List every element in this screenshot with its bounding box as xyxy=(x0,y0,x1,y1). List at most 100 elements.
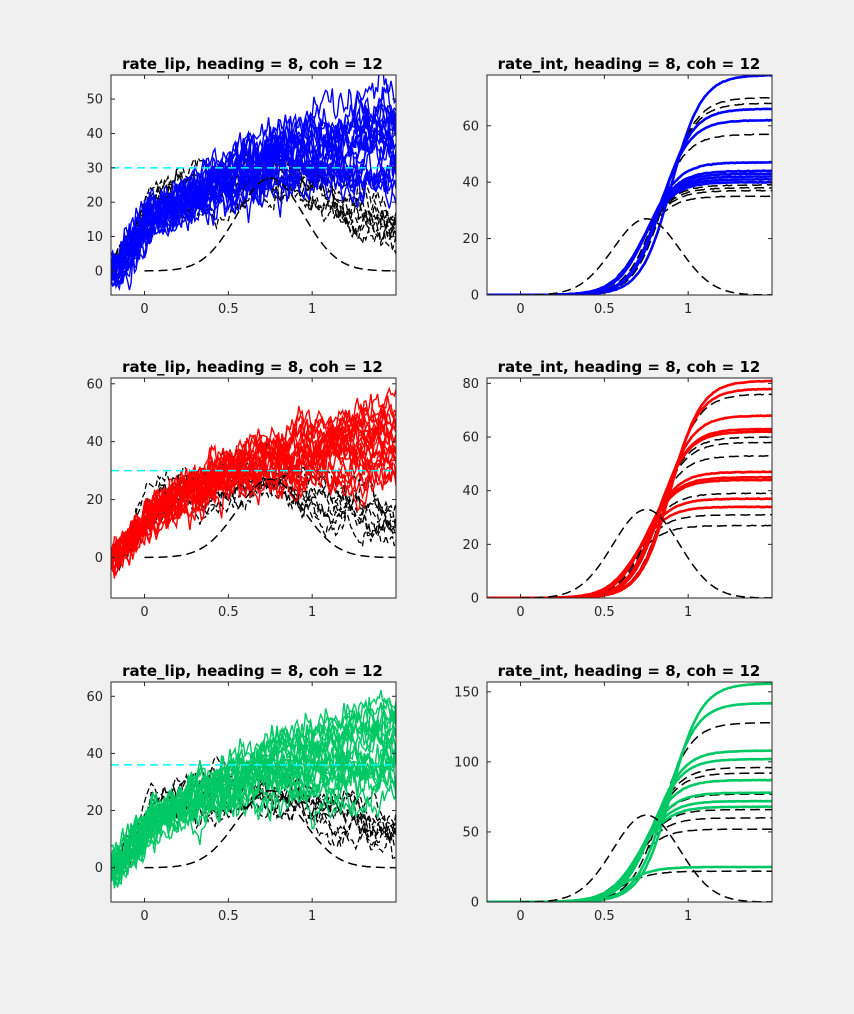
y-tick-label: 0 xyxy=(471,896,479,911)
colored-trace xyxy=(111,406,396,566)
axes-frame xyxy=(486,74,773,296)
x-tick-label: 0.5 xyxy=(218,605,239,620)
y-tick-label: 20 xyxy=(462,538,479,553)
mean-curve xyxy=(144,177,396,272)
y-tick-label: 40 xyxy=(86,747,103,762)
colored-trace xyxy=(111,386,396,561)
axes-frame xyxy=(110,681,397,903)
black-trace xyxy=(111,777,396,874)
x-tick-label: 0.5 xyxy=(594,302,615,317)
x-tick-label: 0 xyxy=(516,302,524,317)
panel-title: rate_lip, heading = 8, coh = 12 xyxy=(122,358,383,376)
y-tick-label: 20 xyxy=(86,804,103,819)
black-trace xyxy=(487,721,772,902)
y-tick-label: 0 xyxy=(95,861,103,876)
panel-rate-int-middle: rate_int, heading = 8, coh = 12 0 0.5 1 0 20… xyxy=(462,358,773,620)
y-tick-label: 40 xyxy=(462,176,479,191)
panel-title: rate_int, heading = 8, coh = 12 xyxy=(498,55,761,73)
panel-rate-lip-bottom: rate_lip, heading = 8, coh = 12 0 0.5 1 0 20… xyxy=(86,662,397,924)
y-tick-label: 80 xyxy=(462,377,479,392)
x-tick-label: 0 xyxy=(516,605,524,620)
mean-curve xyxy=(520,508,772,598)
y-tick-label: 100 xyxy=(454,755,479,770)
x-tick-label: 1 xyxy=(684,605,692,620)
panel-title: rate_lip, heading = 8, coh = 12 xyxy=(122,55,383,73)
y-tick-label: 60 xyxy=(462,431,479,446)
plot-area xyxy=(111,386,396,579)
x-tick-label: 1 xyxy=(308,909,316,924)
colored-trace xyxy=(487,414,772,598)
panel-rate-lip-middle: rate_lip, heading = 8, coh = 12 0 0.5 1 0 20… xyxy=(86,358,397,620)
y-tick-label: 50 xyxy=(86,93,103,108)
colored-trace xyxy=(111,696,396,862)
axes-frame xyxy=(110,74,397,296)
colored-trace xyxy=(487,75,772,295)
axes-frame xyxy=(486,377,773,599)
y-tick-label: 20 xyxy=(86,196,103,211)
colored-trace xyxy=(111,738,396,874)
x-tick-label: 0.5 xyxy=(594,605,615,620)
y-tick-label: 60 xyxy=(86,377,103,392)
y-tick-label: 40 xyxy=(86,435,103,450)
y-tick-label: 0 xyxy=(471,592,479,607)
x-tick-label: 1 xyxy=(308,605,316,620)
colored-trace xyxy=(487,701,772,902)
colored-trace xyxy=(487,107,772,295)
axes-background xyxy=(487,378,772,598)
panel-rate-int-bottom: rate_int, heading = 8, coh = 12 0 0.5 1 0 50… xyxy=(454,662,773,924)
colored-trace xyxy=(111,753,396,879)
x-tick-label: 0 xyxy=(140,605,148,620)
y-tick-label: 40 xyxy=(86,127,103,142)
colored-trace xyxy=(111,101,396,272)
colored-trace xyxy=(487,118,772,295)
plot-area xyxy=(111,689,396,889)
colored-trace xyxy=(111,105,396,284)
y-tick-label: 0 xyxy=(95,551,103,566)
black-trace xyxy=(487,393,772,598)
y-tick-label: 0 xyxy=(471,289,479,304)
y-tick-label: 30 xyxy=(86,161,103,176)
y-tick-label: 50 xyxy=(462,825,479,840)
black-trace xyxy=(487,96,772,295)
axes-frame xyxy=(486,681,773,903)
x-tick-label: 0.5 xyxy=(594,909,615,924)
colored-trace xyxy=(487,387,772,598)
colored-trace xyxy=(111,84,396,292)
colored-trace xyxy=(111,418,396,558)
plot-area xyxy=(111,75,396,292)
panel-rate-int-top: rate_int, heading = 8, coh = 12 0 0.5 1 0 20… xyxy=(462,55,773,317)
axes-frame xyxy=(110,377,397,599)
x-tick-label: 0 xyxy=(140,302,148,317)
colored-trace xyxy=(111,120,396,283)
black-trace xyxy=(487,102,772,295)
mean-curve xyxy=(144,789,396,869)
y-tick-label: 10 xyxy=(86,230,103,245)
colored-trace xyxy=(111,773,396,886)
mean-curve xyxy=(520,218,772,295)
colored-trace xyxy=(487,682,772,902)
y-tick-label: 40 xyxy=(462,484,479,499)
y-tick-label: 0 xyxy=(95,264,103,279)
x-tick-label: 0 xyxy=(516,909,524,924)
mean-curve xyxy=(144,478,396,559)
x-tick-label: 1 xyxy=(684,909,692,924)
y-tick-label: 60 xyxy=(462,119,479,134)
panel-title: rate_int, heading = 8, coh = 12 xyxy=(498,358,761,376)
y-tick-label: 20 xyxy=(86,493,103,508)
mean-curve xyxy=(520,814,772,902)
y-tick-label: 20 xyxy=(462,232,479,247)
x-tick-label: 0.5 xyxy=(218,909,239,924)
x-tick-label: 0.5 xyxy=(218,302,239,317)
panel-title: rate_lip, heading = 8, coh = 12 xyxy=(122,662,383,680)
x-tick-label: 1 xyxy=(684,302,692,317)
panel-rate-lip-top: rate_lip, heading = 8, coh = 12 0 0.5 1010… xyxy=(86,55,397,317)
black-trace xyxy=(111,764,396,882)
x-tick-label: 1 xyxy=(308,302,316,317)
y-tick-label: 150 xyxy=(454,685,479,700)
y-tick-label: 60 xyxy=(86,690,103,705)
colored-trace xyxy=(111,428,396,560)
colored-trace xyxy=(111,415,396,568)
colored-trace xyxy=(111,689,396,881)
panel-title: rate_int, heading = 8, coh = 12 xyxy=(498,662,761,680)
